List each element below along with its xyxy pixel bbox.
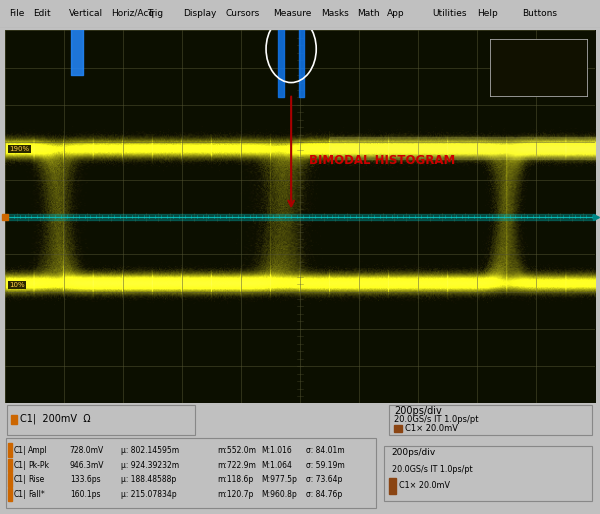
- Text: 20.0GS/s IT 1.0ps/pt: 20.0GS/s IT 1.0ps/pt: [392, 465, 472, 474]
- Text: σ: 59.19m: σ: 59.19m: [306, 461, 344, 470]
- Text: m:120.7p: m:120.7p: [217, 490, 254, 499]
- Text: M:960.8p: M:960.8p: [262, 490, 298, 499]
- Text: |: |: [23, 461, 25, 470]
- Text: Masks: Masks: [321, 9, 349, 18]
- Bar: [8, 444, 12, 456]
- Text: μ: 924.39232m: μ: 924.39232m: [121, 461, 179, 470]
- Text: M:1.016: M:1.016: [262, 446, 292, 454]
- Text: Fall*: Fall*: [28, 490, 45, 499]
- FancyBboxPatch shape: [385, 446, 592, 501]
- Text: C1: C1: [14, 475, 23, 485]
- Text: 728.0mV: 728.0mV: [70, 446, 104, 454]
- Text: σ: 84.01m: σ: 84.01m: [306, 446, 344, 454]
- Text: C1× 20.0mV: C1× 20.0mV: [399, 481, 450, 490]
- Text: |: |: [23, 475, 25, 485]
- Text: 200ps/div: 200ps/div: [394, 406, 442, 416]
- Text: C1: C1: [14, 461, 23, 470]
- FancyBboxPatch shape: [389, 405, 592, 435]
- Text: Cursors: Cursors: [225, 9, 259, 18]
- Text: 133.6ps: 133.6ps: [70, 475, 100, 485]
- Text: Display: Display: [183, 9, 217, 18]
- Text: C1|  200mV  Ω: C1| 200mV Ω: [20, 413, 90, 424]
- Text: m:552.0m: m:552.0m: [217, 446, 256, 454]
- Text: C1× 20.0mV: C1× 20.0mV: [404, 424, 458, 433]
- Text: Vertical: Vertical: [69, 9, 103, 18]
- Bar: [394, 425, 401, 432]
- Text: File: File: [9, 9, 25, 18]
- Text: m:118.6p: m:118.6p: [217, 475, 254, 485]
- Text: μ: 215.07834p: μ: 215.07834p: [121, 490, 176, 499]
- FancyBboxPatch shape: [7, 405, 196, 435]
- Bar: [389, 478, 396, 494]
- Text: 190%: 190%: [10, 146, 29, 152]
- Text: m:722.9m: m:722.9m: [217, 461, 256, 470]
- Text: M:977.5p: M:977.5p: [262, 475, 298, 485]
- Text: M:1.064: M:1.064: [262, 461, 292, 470]
- Text: σ: 84.76p: σ: 84.76p: [306, 490, 342, 499]
- Text: C1: C1: [14, 446, 23, 454]
- FancyBboxPatch shape: [6, 438, 376, 508]
- Text: Rise: Rise: [28, 475, 44, 485]
- Text: Ampl: Ampl: [28, 446, 48, 454]
- Text: Math: Math: [357, 9, 380, 18]
- Text: 20.0GS/s IT 1.0ps/pt: 20.0GS/s IT 1.0ps/pt: [394, 415, 479, 424]
- Text: Trig: Trig: [147, 9, 163, 18]
- Text: μ: 188.48588p: μ: 188.48588p: [121, 475, 176, 485]
- Text: Utilities: Utilities: [432, 9, 467, 18]
- Text: C1: C1: [14, 490, 23, 499]
- Text: Pk-Pk: Pk-Pk: [28, 461, 49, 470]
- Text: 10%: 10%: [10, 282, 25, 288]
- Bar: [8, 473, 12, 487]
- Text: |: |: [23, 490, 25, 499]
- Bar: [11, 415, 17, 424]
- Text: App: App: [387, 9, 404, 18]
- Text: |: |: [23, 446, 25, 454]
- Text: μ: 802.14595m: μ: 802.14595m: [121, 446, 179, 454]
- Text: Horiz/Acq: Horiz/Acq: [111, 9, 154, 18]
- Text: Buttons: Buttons: [522, 9, 557, 18]
- Text: 160.1ps: 160.1ps: [70, 490, 100, 499]
- Text: Help: Help: [477, 9, 498, 18]
- Text: BIMODAL HISTOGRAM: BIMODAL HISTOGRAM: [309, 154, 455, 168]
- Text: Edit: Edit: [33, 9, 50, 18]
- Text: 200ps/div: 200ps/div: [392, 448, 436, 457]
- Text: σ: 73.64p: σ: 73.64p: [306, 475, 342, 485]
- Text: Measure: Measure: [273, 9, 311, 18]
- Text: 946.3mV: 946.3mV: [70, 461, 104, 470]
- Bar: [8, 459, 12, 472]
- Bar: [8, 488, 12, 501]
